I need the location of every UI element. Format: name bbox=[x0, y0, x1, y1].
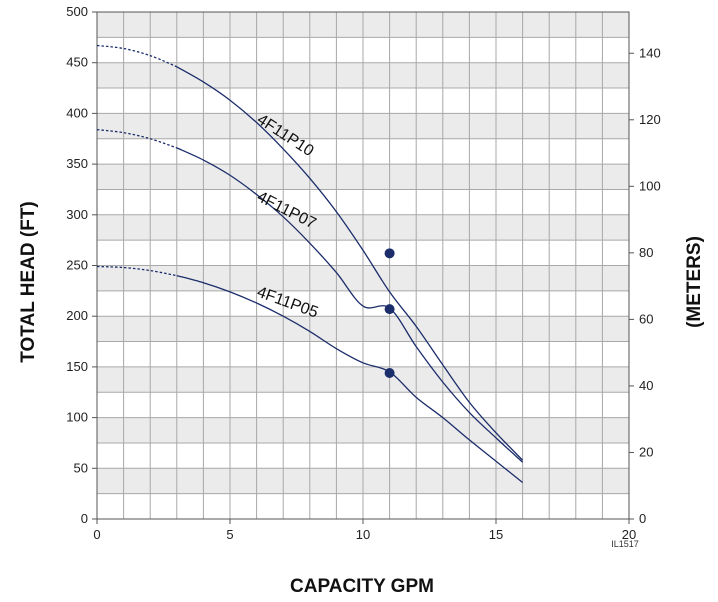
y-tick-label: 100 bbox=[66, 410, 88, 425]
grid-lines bbox=[97, 12, 629, 519]
y-axis-title-left: TOTAL HEAD (FT) bbox=[18, 201, 39, 362]
x-axis-ticks: 0 5 10 15 20 bbox=[93, 519, 636, 542]
y-axis-ticks-left: 0 50 100 150 200 250 300 350 400 450 500 bbox=[66, 4, 97, 526]
y-right-tick-label: 120 bbox=[639, 112, 661, 127]
curve-line-dashed bbox=[96, 128, 178, 149]
y-right-tick-label: 140 bbox=[639, 45, 661, 60]
x-tick-label: 5 bbox=[226, 527, 233, 542]
curve-line-solid bbox=[176, 66, 524, 461]
y-tick-label: 200 bbox=[66, 308, 88, 323]
y-right-tick-label: 0 bbox=[639, 511, 646, 526]
y-tick-label: 50 bbox=[74, 460, 88, 475]
y-right-tick-label: 80 bbox=[639, 245, 653, 260]
y-tick-label: 300 bbox=[66, 207, 88, 222]
x-tick-label: 10 bbox=[356, 527, 370, 542]
y-right-tick-label: 100 bbox=[639, 178, 661, 193]
curve-line-solid bbox=[176, 275, 524, 484]
x-tick-label: 0 bbox=[93, 527, 100, 542]
figure-code: IL1517 bbox=[611, 539, 639, 549]
best-efficiency-point bbox=[384, 367, 395, 378]
y-right-tick-label: 60 bbox=[639, 311, 653, 326]
curve-line-dashed bbox=[96, 265, 177, 277]
y-tick-label: 500 bbox=[66, 4, 88, 19]
best-efficiency-point bbox=[384, 304, 395, 315]
y-axis-ticks-right: 0 20 40 60 80 100 120 140 bbox=[629, 45, 661, 526]
y-right-tick-label: 20 bbox=[639, 444, 653, 459]
y-tick-label: 150 bbox=[66, 359, 88, 374]
y-right-tick-label: 40 bbox=[639, 378, 653, 393]
x-tick-label: 20 bbox=[622, 527, 636, 542]
x-axis-title: CAPACITY GPM bbox=[290, 576, 434, 597]
y-axis-title-right: (METERS) bbox=[684, 236, 705, 328]
y-tick-label: 450 bbox=[66, 55, 88, 70]
curve-line-solid bbox=[176, 147, 524, 463]
y-tick-label: 350 bbox=[66, 156, 88, 171]
best-efficiency-point bbox=[384, 248, 395, 259]
y-tick-label: 250 bbox=[66, 258, 88, 273]
y-tick-label: 0 bbox=[81, 511, 88, 526]
x-tick-label: 15 bbox=[489, 527, 503, 542]
y-tick-label: 400 bbox=[66, 105, 88, 120]
